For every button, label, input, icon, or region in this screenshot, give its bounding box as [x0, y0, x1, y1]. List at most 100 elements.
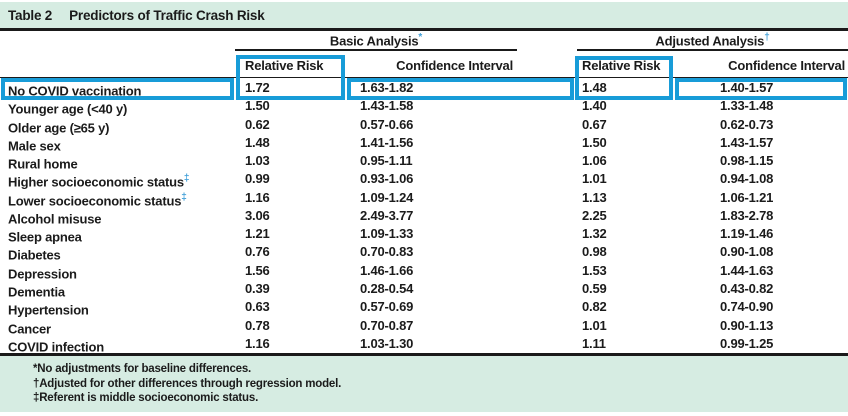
basic-confidence-interval-value: 1.03-1.30 — [360, 335, 414, 351]
row-label: COVID infection — [8, 335, 104, 357]
footnote-asterisk: *No adjustments for baseline differences… — [33, 363, 252, 375]
adjusted-analysis-group-header: Adjusted Analysis† — [577, 32, 848, 49]
basic-relative-risk-value: 1.16 — [245, 189, 270, 205]
title-bottom-rule — [0, 28, 848, 31]
adjusted-relative-risk-value: 1.50 — [582, 134, 607, 150]
basic-relative-risk-value: 1.21 — [245, 226, 270, 242]
basic-analysis-group-header: Basic Analysis* — [235, 32, 517, 49]
basic-confidence-interval-value: 1.09-1.33 — [360, 226, 414, 242]
basic-confidence-interval-value: 1.46-1.66 — [360, 262, 414, 278]
adjusted-relative-risk-value: 1.01 — [582, 171, 607, 187]
adjusted-group-rule — [577, 49, 848, 51]
footnote-dagger: †Adjusted for other differences through … — [33, 377, 342, 390]
adjusted-analysis-footnote-marker: † — [764, 32, 770, 43]
row-footnote-marker: ‡ — [181, 191, 187, 203]
table-row: Alcohol misuse 3.06 2.49-3.77 2.25 1.83-… — [0, 207, 848, 226]
table-row: Rural home 1.03 0.95-1.11 1.06 0.98-1.15 — [0, 152, 848, 171]
basic-relative-risk-value: 1.03 — [245, 153, 270, 169]
adjusted-confidence-interval-value: 1.44-1.63 — [720, 262, 774, 278]
row-label: Depression — [8, 262, 77, 284]
adjusted-confidence-interval-value: 1.43-1.57 — [720, 134, 774, 150]
basic-confidence-interval-value: 1.43-1.58 — [360, 98, 414, 114]
row-label: Lower socioeconomic status‡ — [8, 189, 187, 211]
row-label: Younger age (<40 y) — [8, 97, 127, 119]
basic-relative-risk-value: 0.62 — [245, 116, 270, 132]
basic-relative-risk-value: 0.99 — [245, 171, 270, 187]
row-label-text: Diabetes — [8, 247, 61, 263]
basic-confidence-interval-value: 0.93-1.06 — [360, 171, 414, 187]
adjusted-confidence-interval-value: 1.19-1.46 — [720, 226, 774, 242]
basic-relative-risk-value: 1.16 — [245, 335, 270, 351]
row-label: Older age (≥65 y) — [8, 116, 109, 138]
adjusted-confidence-interval-value: 0.94-1.08 — [720, 171, 774, 187]
table-bottom-rule — [0, 353, 848, 356]
row-label-text: Lower socioeconomic status — [8, 192, 182, 208]
basic-confidence-interval-value: 0.95-1.11 — [360, 153, 413, 169]
row-label-text: Depression — [8, 266, 77, 282]
adjusted-relative-risk-value: 2.25 — [582, 207, 607, 223]
adjusted-relative-risk-header: Relative Risk — [582, 58, 661, 73]
table-row: Depression 1.56 1.46-1.66 1.53 1.44-1.63 — [0, 262, 848, 281]
adjusted-relative-risk-value: 1.48 — [582, 80, 607, 95]
basic-relative-risk-value: 1.48 — [245, 134, 270, 150]
basic-analysis-footnote-marker: * — [418, 32, 423, 43]
table-row: No COVID vaccination 1.72 1.63-1.82 1.48… — [0, 79, 848, 98]
table-row: Male sex 1.48 1.41-1.56 1.50 1.43-1.57 — [0, 134, 848, 154]
adjusted-relative-risk-value: 0.82 — [582, 299, 607, 315]
row-label: Sleep apnea — [8, 225, 82, 247]
adjusted-relative-risk-value: 0.59 — [582, 280, 607, 296]
footnote-box: *No adjustments for baseline differences… — [0, 356, 848, 412]
adjusted-relative-risk-value: 1.01 — [582, 317, 607, 333]
row-label-text: No COVID vaccination — [8, 83, 142, 99]
basic-relative-risk-value: 0.78 — [245, 317, 270, 333]
row-label: Cancer — [8, 317, 51, 339]
basic-confidence-interval-value: 0.70-0.87 — [360, 317, 414, 333]
adjusted-confidence-interval-value: 0.90-1.08 — [720, 244, 774, 260]
basic-confidence-interval-value: 0.57-0.69 — [360, 299, 414, 315]
table-row: Older age (≥65 y) 0.62 0.57-0.66 0.67 0.… — [0, 116, 848, 135]
table-row: Hypertension 0.63 0.57-0.69 0.82 0.74-0.… — [0, 298, 848, 317]
table-row: Dementia 0.39 0.28-0.54 0.59 0.43-0.82 — [0, 280, 848, 299]
row-label-text: COVID infection — [8, 339, 104, 355]
basic-relative-risk-value: 0.63 — [245, 299, 270, 315]
table-row: Sleep apnea 1.21 1.09-1.33 1.32 1.19-1.4… — [0, 225, 848, 244]
basic-relative-risk-value: 0.76 — [245, 244, 270, 260]
adjusted-confidence-interval-value: 1.40-1.57 — [720, 80, 774, 95]
adjusted-relative-risk-value: 1.32 — [582, 226, 607, 242]
row-label-text: Dementia — [8, 284, 65, 300]
row-label-text: Male sex — [8, 138, 61, 154]
row-label-text: Rural home — [8, 156, 78, 172]
basic-analysis-label: Basic Analysis — [329, 33, 419, 49]
basic-confidence-interval-value: 1.09-1.24 — [360, 189, 414, 205]
basic-confidence-interval-value: 0.28-0.54 — [360, 280, 414, 296]
table-row: Diabetes 0.76 0.70-0.83 0.98 0.90-1.08 — [0, 243, 848, 263]
adjusted-confidence-interval-value: 0.90-1.13 — [720, 317, 774, 333]
adjusted-relative-risk-value: 0.67 — [582, 116, 607, 132]
table-title: Predictors of Traffic Crash Risk — [69, 7, 265, 23]
adjusted-confidence-interval-value: 0.99-1.25 — [720, 335, 774, 351]
row-label: Dementia — [8, 280, 65, 302]
row-label-text: Hypertension — [8, 302, 89, 318]
row-label-text: Younger age (<40 y) — [8, 101, 128, 117]
table-title-bar: Table 2 Predictors of Traffic Crash Risk — [0, 2, 848, 28]
row-label: No COVID vaccination — [8, 79, 141, 101]
basic-confidence-interval-value: 0.70-0.83 — [360, 244, 414, 260]
row-label: Alcohol misuse — [8, 207, 101, 229]
basic-confidence-interval-value: 1.63-1.82 — [360, 80, 414, 95]
table-row: Cancer 0.78 0.70-0.87 1.01 0.90-1.13 — [0, 317, 848, 336]
adjusted-confidence-interval-value: 1.06-1.21 — [720, 189, 774, 205]
row-label: Rural home — [8, 152, 78, 174]
table-row: COVID infection 1.16 1.03-1.30 1.11 0.99… — [0, 335, 848, 354]
row-label: Hypertension — [8, 298, 89, 320]
basic-confidence-interval-value: 1.41-1.56 — [360, 134, 414, 150]
adjusted-relative-risk-value: 0.98 — [582, 244, 607, 260]
row-label-text: Older age (≥65 y) — [8, 119, 110, 135]
column-header-rule — [0, 77, 848, 78]
basic-group-rule — [235, 49, 517, 51]
adjusted-confidence-interval-value: 0.74-0.90 — [720, 299, 774, 315]
adjusted-confidence-interval-value: 1.83-2.78 — [720, 207, 774, 223]
basic-confidence-interval-value: 2.49-3.77 — [360, 207, 414, 223]
adjusted-confidence-interval-value: 0.98-1.15 — [720, 153, 774, 169]
row-label-text: Alcohol misuse — [8, 211, 102, 227]
